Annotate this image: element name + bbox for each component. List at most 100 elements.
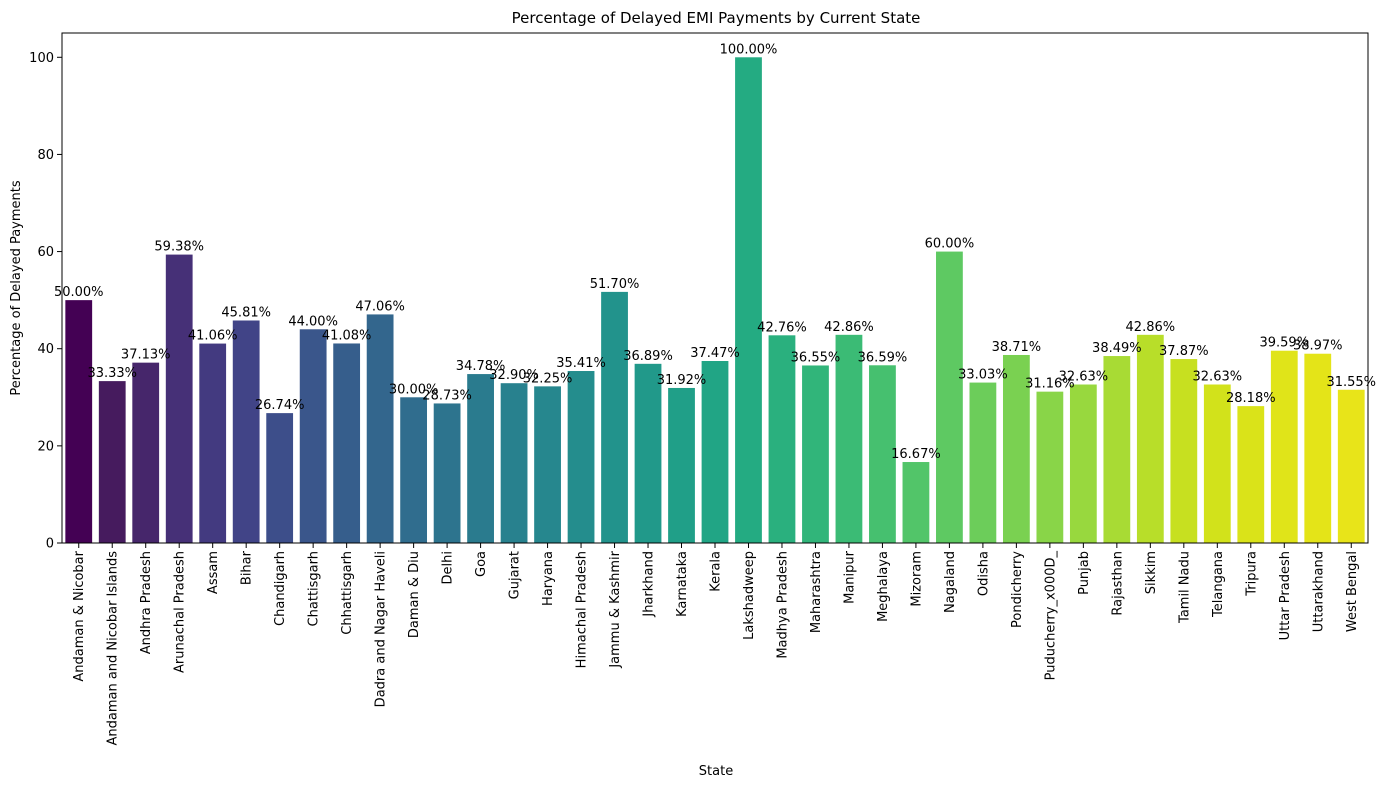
- x-tick-label-32: Sikkim: [1144, 551, 1159, 594]
- y-tick-label-0: 0: [46, 537, 54, 552]
- data-label-15: 35.41%: [556, 356, 606, 371]
- bar-9: [366, 314, 394, 543]
- bar-15: [567, 371, 595, 543]
- data-label-7: 44.00%: [288, 314, 338, 329]
- x-tick-label-13: Gujarat: [508, 551, 523, 599]
- x-tick-label-30: Punjab: [1077, 551, 1092, 595]
- bar-26: [936, 251, 963, 543]
- x-tick-label-7: Chattisgarh: [307, 551, 322, 626]
- data-label-8: 41.08%: [322, 328, 372, 343]
- x-tick-label-1: Andaman and Nicobar Islands: [106, 551, 121, 746]
- bar-23: [835, 334, 863, 543]
- bar-0: [65, 300, 93, 543]
- x-tick-label-24: Meghalaya: [876, 551, 891, 622]
- data-label-23: 42.86%: [824, 320, 874, 335]
- bar-13: [500, 383, 528, 543]
- bar-34: [1203, 384, 1231, 543]
- bar-28: [1002, 354, 1030, 543]
- x-tick-label-31: Rajasthan: [1110, 551, 1125, 616]
- data-label-6: 26.74%: [255, 398, 305, 413]
- data-label-38: 31.55%: [1326, 375, 1376, 390]
- data-label-32: 42.86%: [1126, 320, 1176, 335]
- bar-25: [902, 462, 930, 543]
- bar-19: [701, 361, 729, 543]
- bar-33: [1170, 359, 1198, 543]
- x-tick-label-12: Goa: [474, 551, 489, 577]
- data-label-26: 60.00%: [925, 237, 975, 252]
- x-tick-label-9: Dadra and Nagar Haveli: [374, 551, 389, 707]
- data-label-34: 32.63%: [1193, 370, 1243, 385]
- bar-1: [98, 381, 126, 543]
- x-tick-label-4: Assam: [206, 551, 221, 594]
- y-tick-label-4: 80: [37, 148, 54, 163]
- bar-20: [735, 57, 762, 543]
- data-label-2: 37.13%: [121, 348, 171, 363]
- data-label-21: 42.76%: [757, 320, 807, 335]
- x-tick-label-19: Kerala: [709, 551, 724, 592]
- data-label-19: 37.47%: [690, 346, 740, 361]
- data-label-16: 51.70%: [590, 277, 640, 292]
- data-label-13: 32.90%: [489, 368, 539, 383]
- data-label-27: 33.03%: [958, 368, 1008, 383]
- bar-29: [1036, 391, 1064, 543]
- bar-8: [333, 343, 361, 543]
- data-label-28: 38.71%: [992, 340, 1042, 355]
- data-label-25: 16.67%: [891, 447, 941, 462]
- x-tick-label-16: Jammu & Kashmir: [608, 550, 623, 668]
- data-label-30: 32.63%: [1059, 370, 1109, 385]
- data-label-29: 31.16%: [1025, 377, 1075, 392]
- bar-21: [768, 335, 796, 543]
- y-tick-label-3: 60: [37, 245, 54, 260]
- data-label-4: 41.06%: [188, 329, 238, 344]
- bar-35: [1237, 406, 1265, 543]
- y-tick-label-2: 40: [37, 342, 54, 357]
- bar-4: [199, 343, 227, 543]
- data-label-36: 39.59%: [1259, 336, 1309, 351]
- x-tick-label-2: Andhra Pradesh: [139, 551, 154, 654]
- data-label-22: 36.55%: [791, 350, 841, 365]
- data-label-31: 38.49%: [1092, 341, 1142, 356]
- x-tick-label-20: Lakshadweep: [742, 551, 757, 640]
- x-tick-label-17: Jharkhand: [642, 551, 657, 618]
- data-label-14: 32.25%: [523, 371, 573, 386]
- bar-32: [1136, 334, 1164, 543]
- x-tick-label-38: West Bengal: [1345, 551, 1360, 632]
- x-tick-label-14: Haryana: [541, 551, 556, 606]
- bar-7: [299, 329, 327, 543]
- bar-10: [400, 397, 428, 543]
- x-tick-label-8: Chhattisgarh: [340, 551, 355, 635]
- data-label-1: 33.33%: [87, 366, 137, 381]
- bar-38: [1337, 389, 1365, 543]
- data-label-33: 37.87%: [1159, 344, 1209, 359]
- bar-2: [132, 362, 160, 543]
- bar-27: [969, 382, 997, 543]
- bar-18: [668, 387, 695, 543]
- x-tick-label-26: Nagaland: [943, 551, 958, 613]
- bars-layer: [65, 57, 1365, 543]
- x-tick-label-15: Himachal Pradesh: [575, 551, 590, 668]
- bar-31: [1103, 356, 1131, 543]
- y-tick-label-1: 20: [37, 439, 54, 454]
- x-tick-label-3: Arunachal Pradesh: [173, 551, 188, 673]
- x-tick-label-37: Uttarakhand: [1311, 551, 1326, 632]
- x-tick-label-10: Daman & Diu: [407, 551, 422, 638]
- bar-30: [1069, 384, 1097, 543]
- bar-6: [266, 413, 294, 543]
- x-tick-label-36: Uttar Pradesh: [1278, 551, 1293, 640]
- bar-24: [869, 365, 896, 543]
- data-label-3: 59.38%: [154, 240, 204, 255]
- x-tick-label-6: Chandigarh: [273, 551, 288, 626]
- bar-14: [534, 386, 561, 543]
- bar-3: [165, 254, 193, 543]
- data-label-37: 38.97%: [1293, 339, 1343, 354]
- x-tick-label-18: Karnataka: [675, 551, 690, 617]
- x-tick-label-5: Bihar: [240, 550, 255, 585]
- x-tick-label-22: Maharashtra: [809, 551, 824, 633]
- bar-5: [232, 320, 260, 543]
- x-tick-label-27: Odisha: [976, 551, 991, 596]
- x-axis-label: State: [699, 764, 733, 779]
- data-labels-layer: 50.00% 33.33% 37.13% 59.38% 41.06% 45.81% 26.7…: [54, 42, 1376, 462]
- y-axis: 0 20 40 60 80 100: [29, 51, 62, 552]
- data-label-0: 50.00%: [54, 285, 104, 300]
